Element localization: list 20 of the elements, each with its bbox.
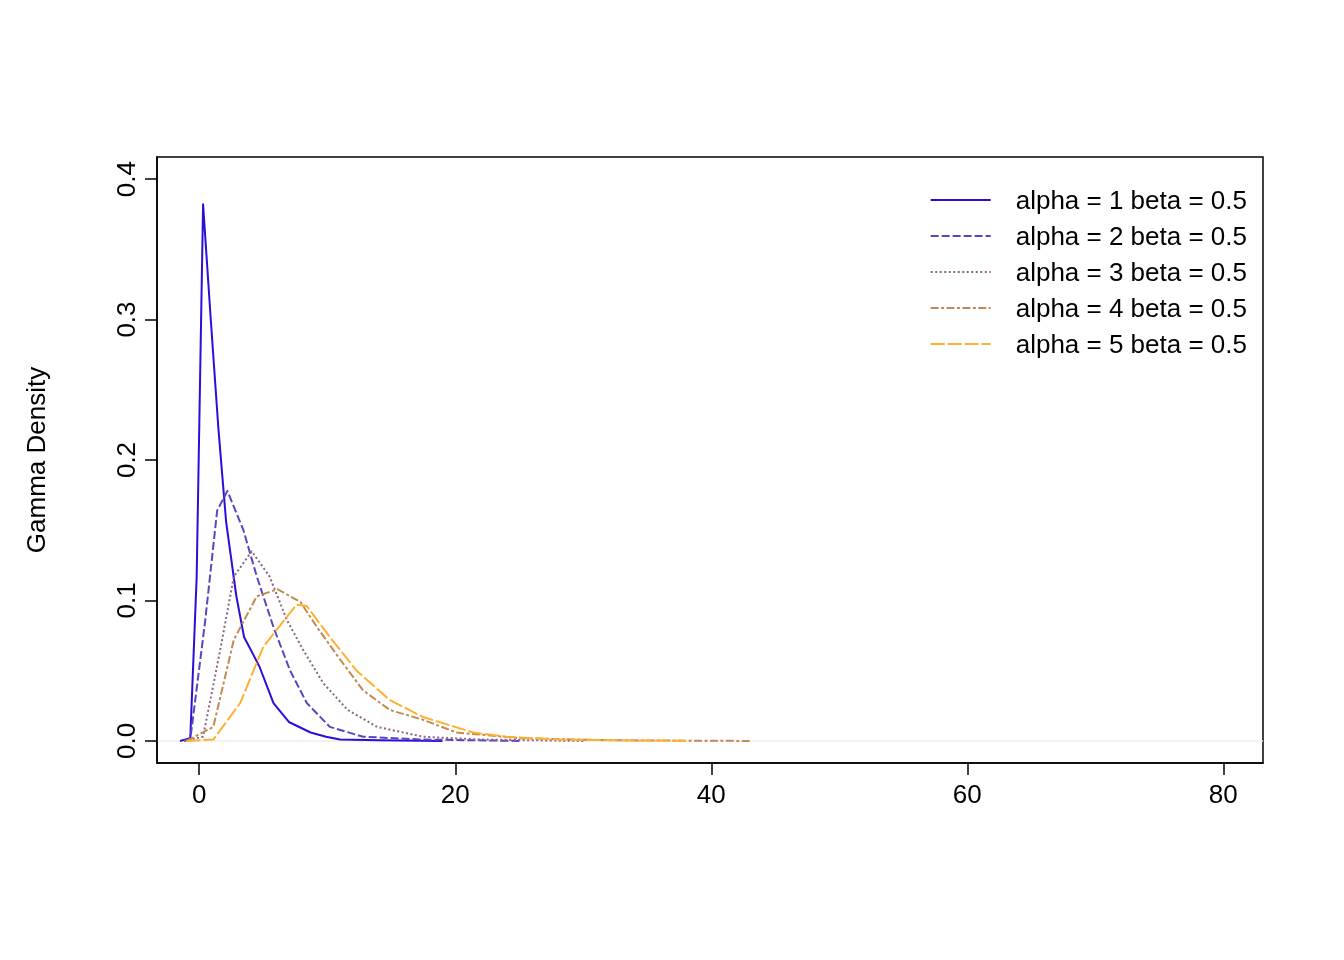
legend-label: alpha = 4 beta = 0.5 (1015, 293, 1247, 323)
x-tick-label: 60 (952, 779, 982, 809)
legend-label: alpha = 5 beta = 0.5 (1015, 329, 1247, 359)
y-tick-label: 0.4 (111, 160, 141, 198)
y-axis-title: Gamma Density (21, 366, 51, 554)
line-series (179, 203, 444, 742)
x-tick-label: 40 (696, 779, 726, 809)
line-series (185, 603, 687, 742)
legend-label: alpha = 2 beta = 0.5 (1015, 221, 1247, 251)
x-tick-label: 0 (192, 779, 207, 809)
y-tick-label: 0.1 (111, 582, 141, 619)
y-tick-label: 0.2 (111, 441, 141, 479)
x-tick-label: 80 (1208, 779, 1238, 809)
line-series (185, 588, 751, 742)
x-tick-label: 20 (440, 779, 470, 809)
legend-label: alpha = 3 beta = 0.5 (1015, 257, 1247, 287)
legend-label: alpha = 1 beta = 0.5 (1015, 185, 1247, 215)
line-series (182, 550, 585, 742)
y-tick-label: 0.3 (111, 301, 141, 338)
y-tick-label: 0.0 (111, 722, 141, 760)
